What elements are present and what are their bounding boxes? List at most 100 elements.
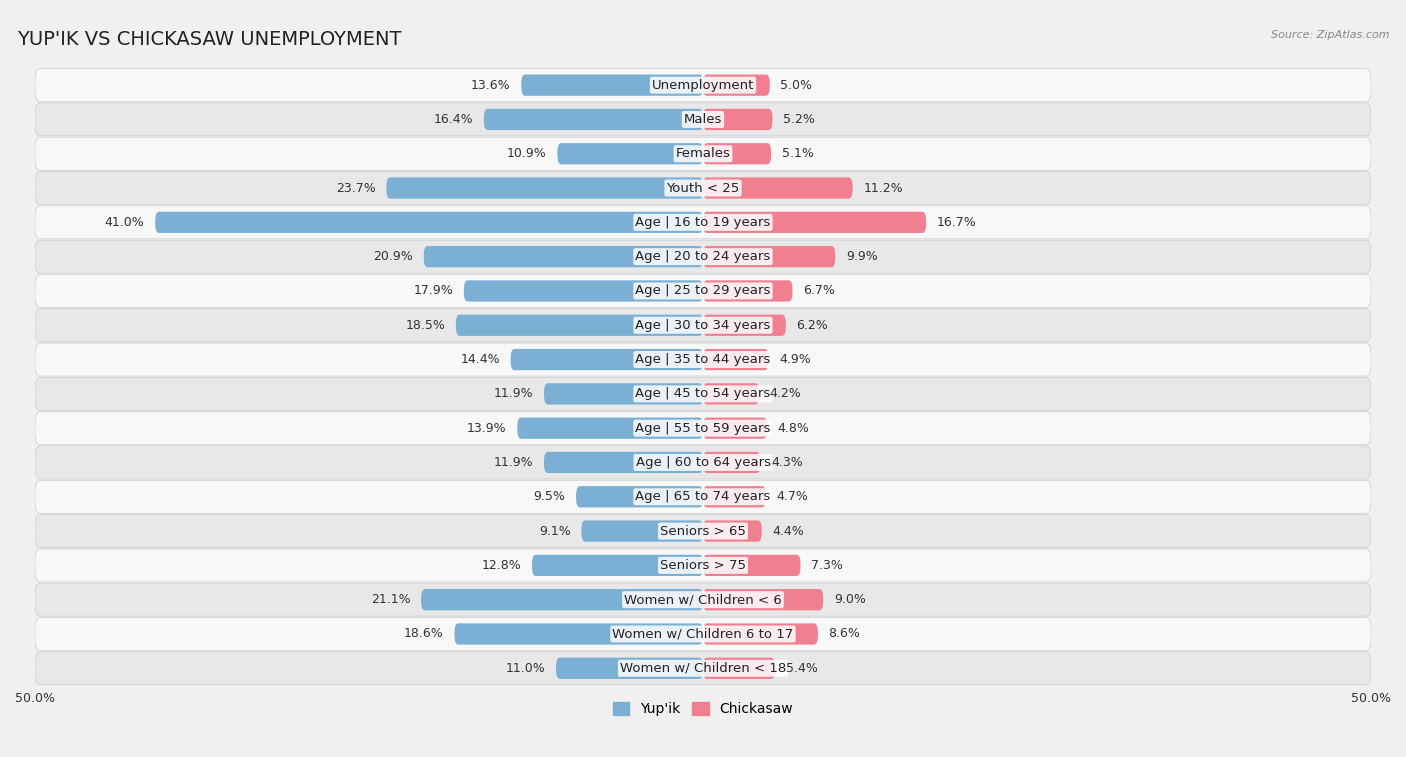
FancyBboxPatch shape xyxy=(544,383,703,404)
FancyBboxPatch shape xyxy=(703,623,818,645)
FancyBboxPatch shape xyxy=(510,349,703,370)
FancyBboxPatch shape xyxy=(544,452,703,473)
FancyBboxPatch shape xyxy=(35,343,1371,376)
FancyBboxPatch shape xyxy=(387,177,703,198)
Text: Seniors > 65: Seniors > 65 xyxy=(659,525,747,537)
FancyBboxPatch shape xyxy=(454,623,703,645)
FancyBboxPatch shape xyxy=(35,69,1371,101)
Text: Source: ZipAtlas.com: Source: ZipAtlas.com xyxy=(1271,30,1389,40)
FancyBboxPatch shape xyxy=(35,515,1371,547)
Text: 20.9%: 20.9% xyxy=(374,250,413,263)
Text: Age | 30 to 34 years: Age | 30 to 34 years xyxy=(636,319,770,332)
FancyBboxPatch shape xyxy=(35,583,1371,616)
FancyBboxPatch shape xyxy=(35,549,1371,582)
Text: Women w/ Children 6 to 17: Women w/ Children 6 to 17 xyxy=(613,628,793,640)
FancyBboxPatch shape xyxy=(703,349,769,370)
Text: 4.4%: 4.4% xyxy=(772,525,804,537)
Text: 11.0%: 11.0% xyxy=(506,662,546,674)
Text: Age | 16 to 19 years: Age | 16 to 19 years xyxy=(636,216,770,229)
FancyBboxPatch shape xyxy=(703,246,835,267)
FancyBboxPatch shape xyxy=(35,652,1371,685)
Text: 4.9%: 4.9% xyxy=(779,353,811,366)
Text: Age | 25 to 29 years: Age | 25 to 29 years xyxy=(636,285,770,298)
Text: 6.2%: 6.2% xyxy=(797,319,828,332)
Text: 41.0%: 41.0% xyxy=(105,216,145,229)
FancyBboxPatch shape xyxy=(703,658,775,679)
Text: Youth < 25: Youth < 25 xyxy=(666,182,740,195)
Text: Women w/ Children < 6: Women w/ Children < 6 xyxy=(624,593,782,606)
Text: 16.7%: 16.7% xyxy=(936,216,977,229)
FancyBboxPatch shape xyxy=(422,589,703,610)
Text: 11.9%: 11.9% xyxy=(494,388,533,400)
Text: 4.2%: 4.2% xyxy=(770,388,801,400)
FancyBboxPatch shape xyxy=(557,143,703,164)
Text: Age | 20 to 24 years: Age | 20 to 24 years xyxy=(636,250,770,263)
Text: 9.1%: 9.1% xyxy=(538,525,571,537)
Text: 13.6%: 13.6% xyxy=(471,79,510,92)
Text: 6.7%: 6.7% xyxy=(803,285,835,298)
FancyBboxPatch shape xyxy=(582,521,703,542)
Text: Age | 60 to 64 years: Age | 60 to 64 years xyxy=(636,456,770,469)
Text: 4.3%: 4.3% xyxy=(770,456,803,469)
Text: Age | 35 to 44 years: Age | 35 to 44 years xyxy=(636,353,770,366)
Text: 5.0%: 5.0% xyxy=(780,79,813,92)
FancyBboxPatch shape xyxy=(155,212,703,233)
Text: 9.0%: 9.0% xyxy=(834,593,866,606)
FancyBboxPatch shape xyxy=(703,177,852,198)
Text: Unemployment: Unemployment xyxy=(652,79,754,92)
FancyBboxPatch shape xyxy=(35,103,1371,136)
Text: 4.7%: 4.7% xyxy=(776,491,808,503)
FancyBboxPatch shape xyxy=(35,412,1371,444)
Text: 11.9%: 11.9% xyxy=(494,456,533,469)
FancyBboxPatch shape xyxy=(576,486,703,507)
Text: 11.2%: 11.2% xyxy=(863,182,903,195)
FancyBboxPatch shape xyxy=(464,280,703,301)
FancyBboxPatch shape xyxy=(703,555,800,576)
FancyBboxPatch shape xyxy=(555,658,703,679)
FancyBboxPatch shape xyxy=(703,74,770,96)
Text: 16.4%: 16.4% xyxy=(433,113,474,126)
Text: 8.6%: 8.6% xyxy=(828,628,860,640)
FancyBboxPatch shape xyxy=(423,246,703,267)
FancyBboxPatch shape xyxy=(35,618,1371,650)
Legend: Yup'ik, Chickasaw: Yup'ik, Chickasaw xyxy=(607,696,799,721)
Text: 14.4%: 14.4% xyxy=(460,353,501,366)
FancyBboxPatch shape xyxy=(456,315,703,336)
Text: 18.5%: 18.5% xyxy=(405,319,446,332)
FancyBboxPatch shape xyxy=(522,74,703,96)
Text: 5.4%: 5.4% xyxy=(786,662,818,674)
FancyBboxPatch shape xyxy=(35,275,1371,307)
Text: 23.7%: 23.7% xyxy=(336,182,375,195)
FancyBboxPatch shape xyxy=(35,240,1371,273)
Text: 7.3%: 7.3% xyxy=(811,559,844,572)
FancyBboxPatch shape xyxy=(484,109,703,130)
Text: 18.6%: 18.6% xyxy=(404,628,444,640)
FancyBboxPatch shape xyxy=(703,315,786,336)
FancyBboxPatch shape xyxy=(703,109,772,130)
FancyBboxPatch shape xyxy=(703,212,927,233)
Text: 17.9%: 17.9% xyxy=(413,285,453,298)
FancyBboxPatch shape xyxy=(703,418,768,439)
FancyBboxPatch shape xyxy=(703,143,770,164)
Text: 12.8%: 12.8% xyxy=(481,559,522,572)
Text: YUP'IK VS CHICKASAW UNEMPLOYMENT: YUP'IK VS CHICKASAW UNEMPLOYMENT xyxy=(17,30,401,49)
Text: 5.2%: 5.2% xyxy=(783,113,815,126)
FancyBboxPatch shape xyxy=(703,452,761,473)
FancyBboxPatch shape xyxy=(35,172,1371,204)
Text: Seniors > 75: Seniors > 75 xyxy=(659,559,747,572)
FancyBboxPatch shape xyxy=(703,383,759,404)
FancyBboxPatch shape xyxy=(35,206,1371,238)
Text: Age | 55 to 59 years: Age | 55 to 59 years xyxy=(636,422,770,435)
FancyBboxPatch shape xyxy=(35,137,1371,170)
FancyBboxPatch shape xyxy=(35,378,1371,410)
Text: 21.1%: 21.1% xyxy=(371,593,411,606)
Text: Males: Males xyxy=(683,113,723,126)
Text: Age | 65 to 74 years: Age | 65 to 74 years xyxy=(636,491,770,503)
FancyBboxPatch shape xyxy=(35,309,1371,341)
Text: 9.5%: 9.5% xyxy=(533,491,565,503)
FancyBboxPatch shape xyxy=(35,480,1371,513)
Text: Females: Females xyxy=(675,148,731,160)
FancyBboxPatch shape xyxy=(531,555,703,576)
Text: 13.9%: 13.9% xyxy=(467,422,506,435)
Text: 10.9%: 10.9% xyxy=(508,148,547,160)
